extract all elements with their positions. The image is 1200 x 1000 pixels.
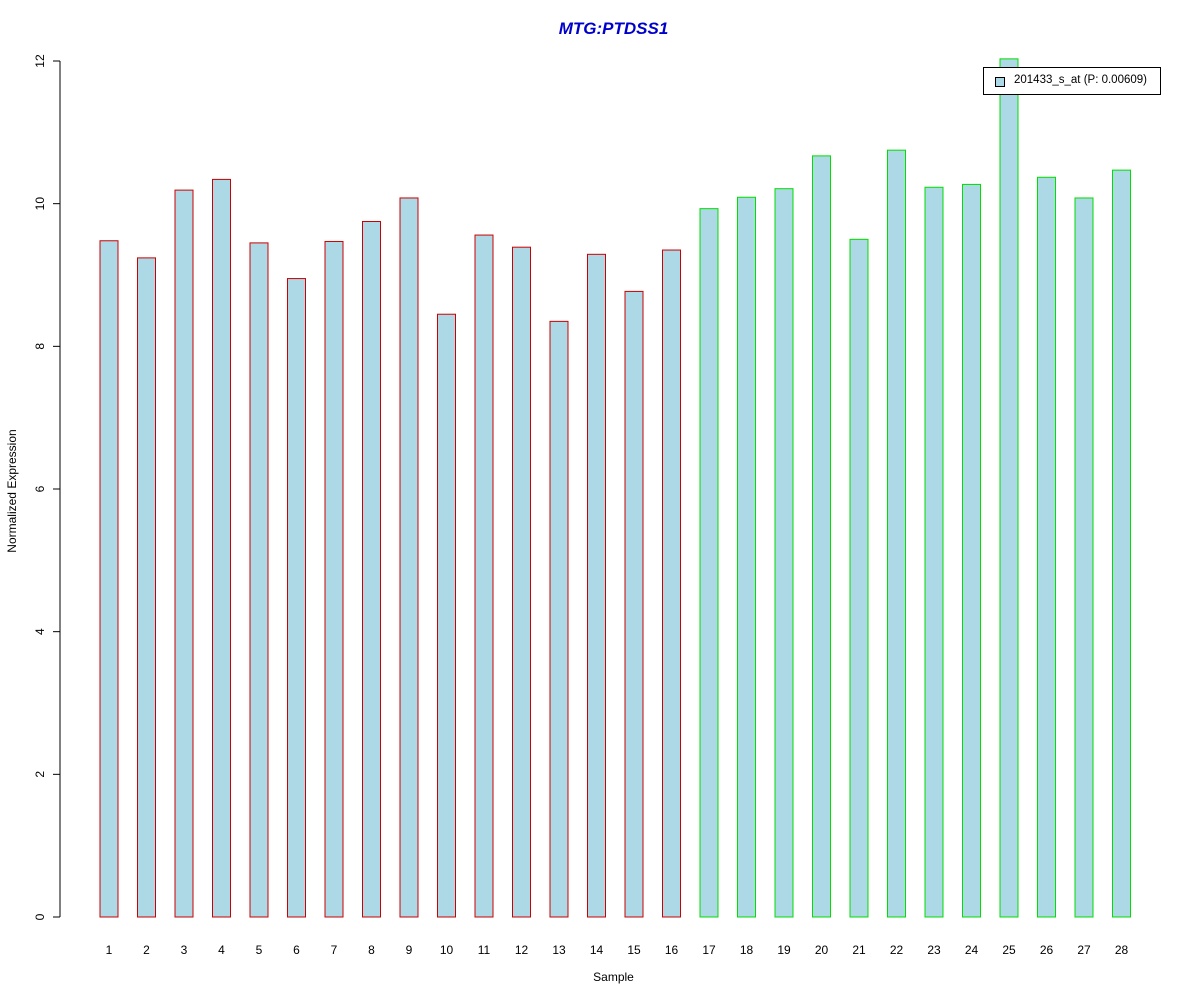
bar	[737, 196, 756, 918]
x-axis-label: Sample	[593, 970, 634, 984]
bar	[174, 189, 194, 918]
bar	[624, 290, 644, 918]
x-tick-label: 18	[740, 943, 754, 957]
bar	[512, 246, 531, 918]
x-tick-label: 20	[815, 943, 829, 957]
x-tick-label: 22	[890, 943, 904, 957]
x-tick-label: 27	[1077, 943, 1091, 957]
bar	[287, 278, 306, 918]
x-tick-label: 13	[552, 943, 566, 957]
bar	[137, 257, 156, 918]
x-tick-label: 2	[143, 943, 150, 957]
bar	[437, 313, 456, 918]
bar	[999, 58, 1019, 918]
bar	[849, 238, 869, 918]
x-tick-label: 17	[702, 943, 716, 957]
bar	[324, 240, 344, 918]
x-tick-label: 12	[515, 943, 529, 957]
x-tick-label: 8	[368, 943, 375, 957]
x-tick-label: 25	[1002, 943, 1016, 957]
legend: 201433_s_at (P: 0.00609)	[983, 67, 1161, 95]
bar	[962, 183, 981, 918]
bar	[699, 208, 719, 918]
x-tick-label: 4	[218, 943, 225, 957]
x-tick-label: 19	[777, 943, 791, 957]
x-tick-label: 3	[181, 943, 188, 957]
bar	[399, 197, 419, 918]
y-axis: 0 2 4 6 8 10 12	[33, 54, 61, 920]
bar	[249, 242, 269, 918]
bar	[1037, 176, 1056, 918]
x-tick-label: 10	[440, 943, 454, 957]
x-tick-label: 24	[965, 943, 979, 957]
bar	[362, 221, 381, 918]
x-tick-label: 23	[927, 943, 941, 957]
y-tick-label: 4	[33, 628, 47, 635]
bar	[212, 178, 231, 918]
x-tick-label: 14	[590, 943, 604, 957]
bar	[1112, 169, 1131, 918]
x-tick-label: 9	[406, 943, 413, 957]
y-axis-label: Normalized Expression	[5, 429, 19, 553]
x-tick-label: 21	[852, 943, 866, 957]
bars	[99, 58, 1131, 918]
y-tick-label: 12	[33, 54, 47, 68]
x-tick-label: 5	[256, 943, 263, 957]
bar	[812, 155, 831, 918]
y-tick-label: 6	[33, 485, 47, 492]
bar	[774, 188, 794, 918]
bar	[587, 253, 606, 918]
bar	[99, 240, 119, 918]
x-tick-label: 11	[478, 943, 491, 957]
x-tick-label: 28	[1115, 943, 1129, 957]
x-tick-label: 7	[331, 943, 338, 957]
x-tick-label: 6	[293, 943, 300, 957]
chart-title: MTG:PTDSS1	[558, 19, 669, 38]
y-tick-label: 0	[33, 913, 47, 920]
x-tick-label: 1	[106, 943, 113, 957]
y-tick-label: 2	[33, 771, 47, 778]
x-tick-label: 16	[665, 943, 679, 957]
y-tick-label: 10	[33, 197, 47, 211]
bar	[1074, 197, 1094, 918]
bar	[549, 320, 569, 918]
bar	[924, 186, 944, 918]
legend-swatch	[995, 77, 1005, 87]
legend-label: 201433_s_at (P: 0.00609)	[1014, 74, 1147, 86]
x-tick-labels: 1 2 3 4 5 6 7 8 9 10 11 12 13 14 15 16 17 18 19 20 21 22 23 24 2…	[106, 943, 1129, 957]
x-tick-label: 26	[1040, 943, 1054, 957]
bar	[887, 149, 906, 918]
bar	[474, 234, 494, 918]
y-tick-label: 8	[33, 343, 47, 350]
x-tick-label: 15	[627, 943, 641, 957]
bar	[662, 249, 681, 918]
